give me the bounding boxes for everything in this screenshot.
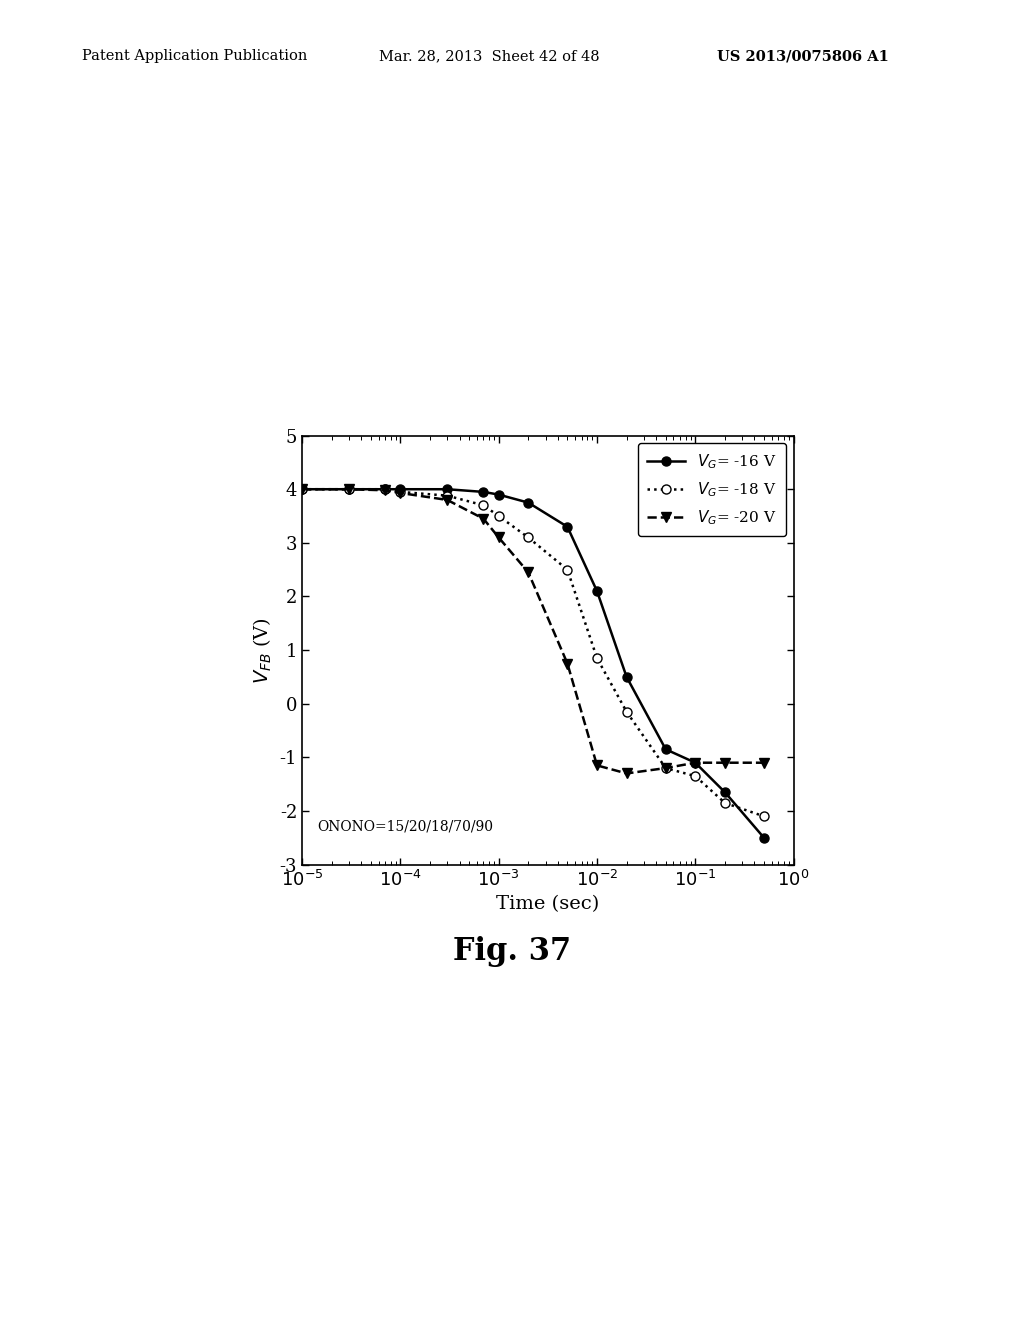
X-axis label: Time (sec): Time (sec) <box>497 895 599 913</box>
Legend: $V_G$= -16 V, $V_G$= -18 V, $V_G$= -20 V: $V_G$= -16 V, $V_G$= -18 V, $V_G$= -20 V <box>638 444 786 536</box>
Y-axis label: $V_{FB}$ (V): $V_{FB}$ (V) <box>252 616 274 684</box>
Text: Mar. 28, 2013  Sheet 42 of 48: Mar. 28, 2013 Sheet 42 of 48 <box>379 49 599 63</box>
Text: Fig. 37: Fig. 37 <box>453 936 571 968</box>
Text: ONONO=15/20/18/70/90: ONONO=15/20/18/70/90 <box>316 820 493 833</box>
Text: US 2013/0075806 A1: US 2013/0075806 A1 <box>717 49 889 63</box>
Text: Patent Application Publication: Patent Application Publication <box>82 49 307 63</box>
